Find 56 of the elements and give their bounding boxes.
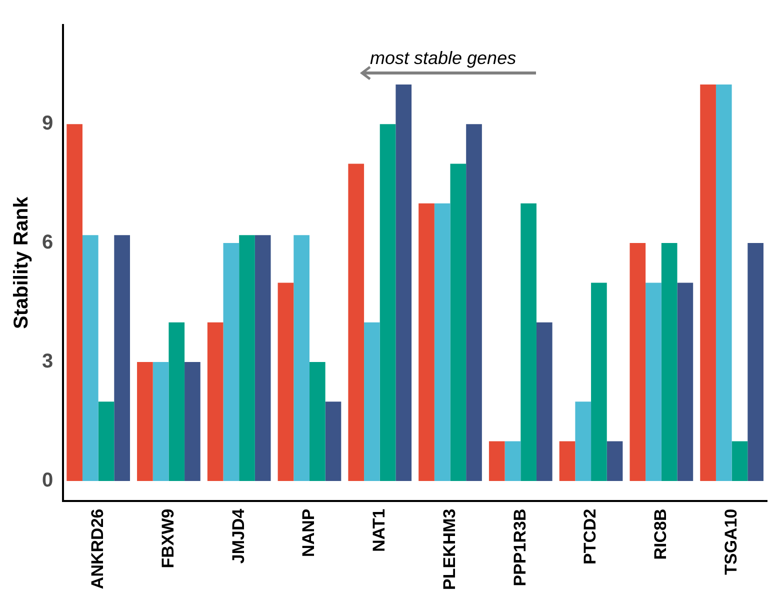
bar [396,84,412,481]
x-tick-label: TSGA10 [721,508,740,575]
bar [606,441,623,481]
bar [364,322,380,481]
bar [677,282,694,481]
bar [254,235,271,481]
x-tick-label: NANP [299,508,318,557]
bar [748,243,764,481]
bar [82,235,98,481]
y-axis-title: Stability Rank [10,196,33,330]
bar [661,243,678,481]
bar [137,362,153,481]
bar [434,203,450,481]
x-tick-label: RIC8B [651,508,670,560]
y-tick-label: 3 [42,350,54,373]
bar [450,164,466,481]
bar [504,441,521,481]
bar [716,84,732,481]
bar [278,282,294,481]
bar [66,124,82,481]
x-tick-label: PPP1R3B [510,508,530,586]
bar [700,84,716,481]
bar [348,164,364,481]
bar [520,203,536,481]
bar [168,322,185,481]
bar [630,243,646,481]
y-tick-label: 9 [42,112,54,135]
bar [488,441,505,481]
x-tick-label: PLEKHM3 [440,508,459,590]
x-tick-label: PTCD2 [580,508,600,565]
bar [646,282,662,481]
bar [418,203,434,481]
x-tick-label: FBXW9 [158,508,178,568]
bar [152,362,169,481]
bar [98,402,114,481]
bar [207,322,224,481]
x-tick-label: ANKRD26 [88,508,108,590]
bar [380,124,396,481]
bar [559,441,576,481]
bar [732,441,748,481]
bar [184,362,200,481]
bar [309,362,326,481]
bar [591,282,607,481]
annotation: most stable genes [370,48,516,68]
x-tick-label: NAT1 [370,508,389,552]
bar [325,402,342,481]
bar [239,235,255,481]
bar [294,235,310,481]
bar [536,322,552,481]
bar [575,402,592,481]
y-tick-label: 6 [42,232,54,254]
bar [466,124,482,481]
x-tick-label: JMJD4 [228,508,248,564]
bar [114,235,130,481]
bar [223,243,240,481]
y-tick-label: 0 [42,469,54,492]
